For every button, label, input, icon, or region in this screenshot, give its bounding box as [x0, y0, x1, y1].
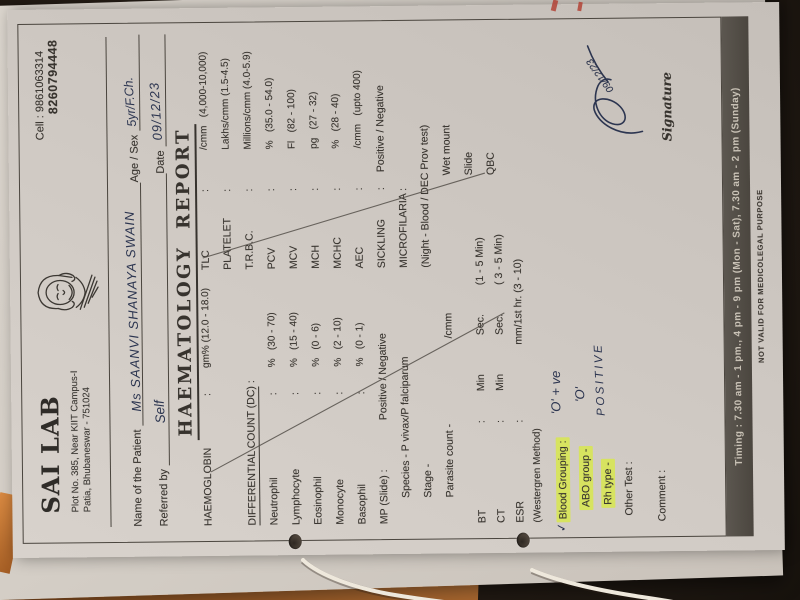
timing-text: Timing : 7.30 am - 1 pm., 4 pm - 9 pm (M…	[730, 87, 745, 466]
row-microfilaria: MICROFILARIA :	[397, 187, 410, 268]
signature-block: 09/12/23 Signature	[577, 7, 675, 148]
patient-name-value: Ms SAANVI SHANAYA SWAIN	[121, 210, 144, 412]
row-mcv: MCV : Fl (82 - 100)	[285, 88, 300, 270]
row-parasite-count: Parasite count - /cmm	[442, 312, 457, 498]
address-line-2: Patia, Bhubaneswar - 751024	[81, 387, 94, 513]
signature-label: Signature	[658, 71, 675, 142]
abo-group-value: 'O'	[572, 386, 588, 403]
age-sex-value: 5yr/F.Ch.	[121, 76, 140, 128]
row-night-blood: (Night - Blood / DEC Prov test)	[418, 124, 432, 268]
referred-line: Self	[145, 173, 170, 466]
date-line: 09/12/23	[144, 34, 167, 147]
patient-name-label: Name of the Patient	[131, 429, 145, 527]
rh-type-value: POSITIVE	[592, 342, 608, 417]
letterhead: SAI LAB Plot No. 385, Near KIIT Campus-I…	[29, 37, 112, 528]
patient-info: Name of the Patient Ms SAANVI SHANAYA SW…	[113, 34, 171, 527]
referred-by-value: Self	[151, 399, 169, 424]
disclaimer-text: NOT VALID FOR MEDICOLEGAL PURPOSE	[755, 189, 766, 364]
cell-number-1: Cell : 9861063314	[33, 50, 47, 141]
cell-number-2: 8260794448	[45, 39, 61, 115]
rh-type-label: Rh type -	[600, 459, 616, 508]
signature-date: 09/12/23	[585, 56, 617, 94]
date-value: 09/12/23	[146, 81, 166, 141]
row-neutrophil: Neutrophil : % (30 - 70)	[266, 312, 281, 526]
row-mchc: MCHC : % (28 - 40)	[330, 93, 344, 269]
row-mp-slide: MP (Slide) : Positive / Negative	[376, 333, 391, 525]
other-test-label: Other Test :	[622, 461, 636, 516]
patient-name-line: Ms SAANVI SHANAYA SWAIN	[119, 182, 144, 426]
patient-name-row: Name of the Patient Ms SAANVI SHANAYA SW…	[113, 34, 145, 527]
abo-group-label: ABO group -	[578, 445, 594, 511]
pen-check-mark: ✓	[553, 521, 570, 534]
row-wet-mount: Wet mount	[440, 124, 453, 176]
sai-baba-logo-icon	[32, 263, 106, 322]
row-mch: MCH : pg (27 - 32)	[308, 91, 322, 269]
date-label: Date	[154, 150, 167, 174]
document-rotation-wrapper: SAI LAB Plot No. 385, Near KIIT Campus-I…	[7, 1, 785, 559]
row-species: Species - P vivax/P falciparum	[398, 356, 413, 498]
row-lymphocyte: Lymphocyte : % (15 - 40)	[288, 311, 303, 526]
row-dc-heading: DIFFERENTIAL COUNT (DC) :	[245, 380, 261, 526]
test-column-right: TLC : /cmm (4,000-10,000) PLATELET : Lak…	[197, 19, 508, 270]
lab-address: Plot No. 385, Near KIIT Campus-I Patia, …	[69, 370, 94, 512]
punch-hole	[516, 532, 530, 548]
row-basophil: Basophil : % (0 - 1)	[354, 322, 369, 525]
signature-scribble: 09/12/23	[585, 45, 644, 134]
referred-row: Referred by Self Date 09/12/23	[139, 34, 171, 527]
row-monocyte: Monocyte : % (2 - 10)	[332, 317, 347, 525]
row-trbc: T.R.B.C. : Millions/cmm (4.0-5.9)	[241, 51, 256, 270]
comment-label: Comment :	[656, 469, 669, 522]
age-sex-line: 5yr/F.Ch.	[118, 34, 141, 131]
timing-strip: Timing : 7.30 am - 1 pm., 4 pm - 9 pm (M…	[721, 16, 754, 537]
row-blank	[222, 272, 247, 526]
row-haemoglobin: HAEMOGLOBIN : gm% (12.0 - 18.0)	[200, 287, 215, 527]
test-column-left: HAEMOGLOBIN : gm% (12.0 - 18.0) DIFFEREN…	[200, 269, 467, 526]
row-eosinophil: Eosinophil : % (0 - 6)	[310, 322, 325, 525]
punch-hole	[288, 534, 302, 550]
report-title: HAEMATOLOGY REPORT	[172, 123, 200, 441]
referred-by-label: Referred by	[157, 468, 171, 527]
blood-grouping-value: 'O' + ve	[547, 370, 564, 415]
row-pcv: PCV : % (35.0 - 54.0)	[263, 77, 278, 270]
blood-grouping-label: Blood Grouping :	[555, 437, 571, 523]
row-tlc: TLC : /cmm (4,000-10,000)	[197, 51, 212, 271]
row-platelet: PLATELET : Lakhs/cmm (1.5-4.5)	[219, 58, 234, 270]
row-aec: AEC : /cmm (upto 400)	[351, 69, 366, 269]
age-sex-label: Age / Sex	[128, 134, 141, 183]
row-stage: Stage -	[421, 463, 435, 498]
contact-block: Cell : 9861063314 8260794448	[33, 39, 61, 141]
lab-report-document: SAI LAB Plot No. 385, Near KIIT Campus-I…	[7, 1, 785, 559]
row-sickling: SICKLING : Positive / Negative	[373, 85, 388, 269]
lab-name: SAI LAB	[35, 395, 66, 514]
